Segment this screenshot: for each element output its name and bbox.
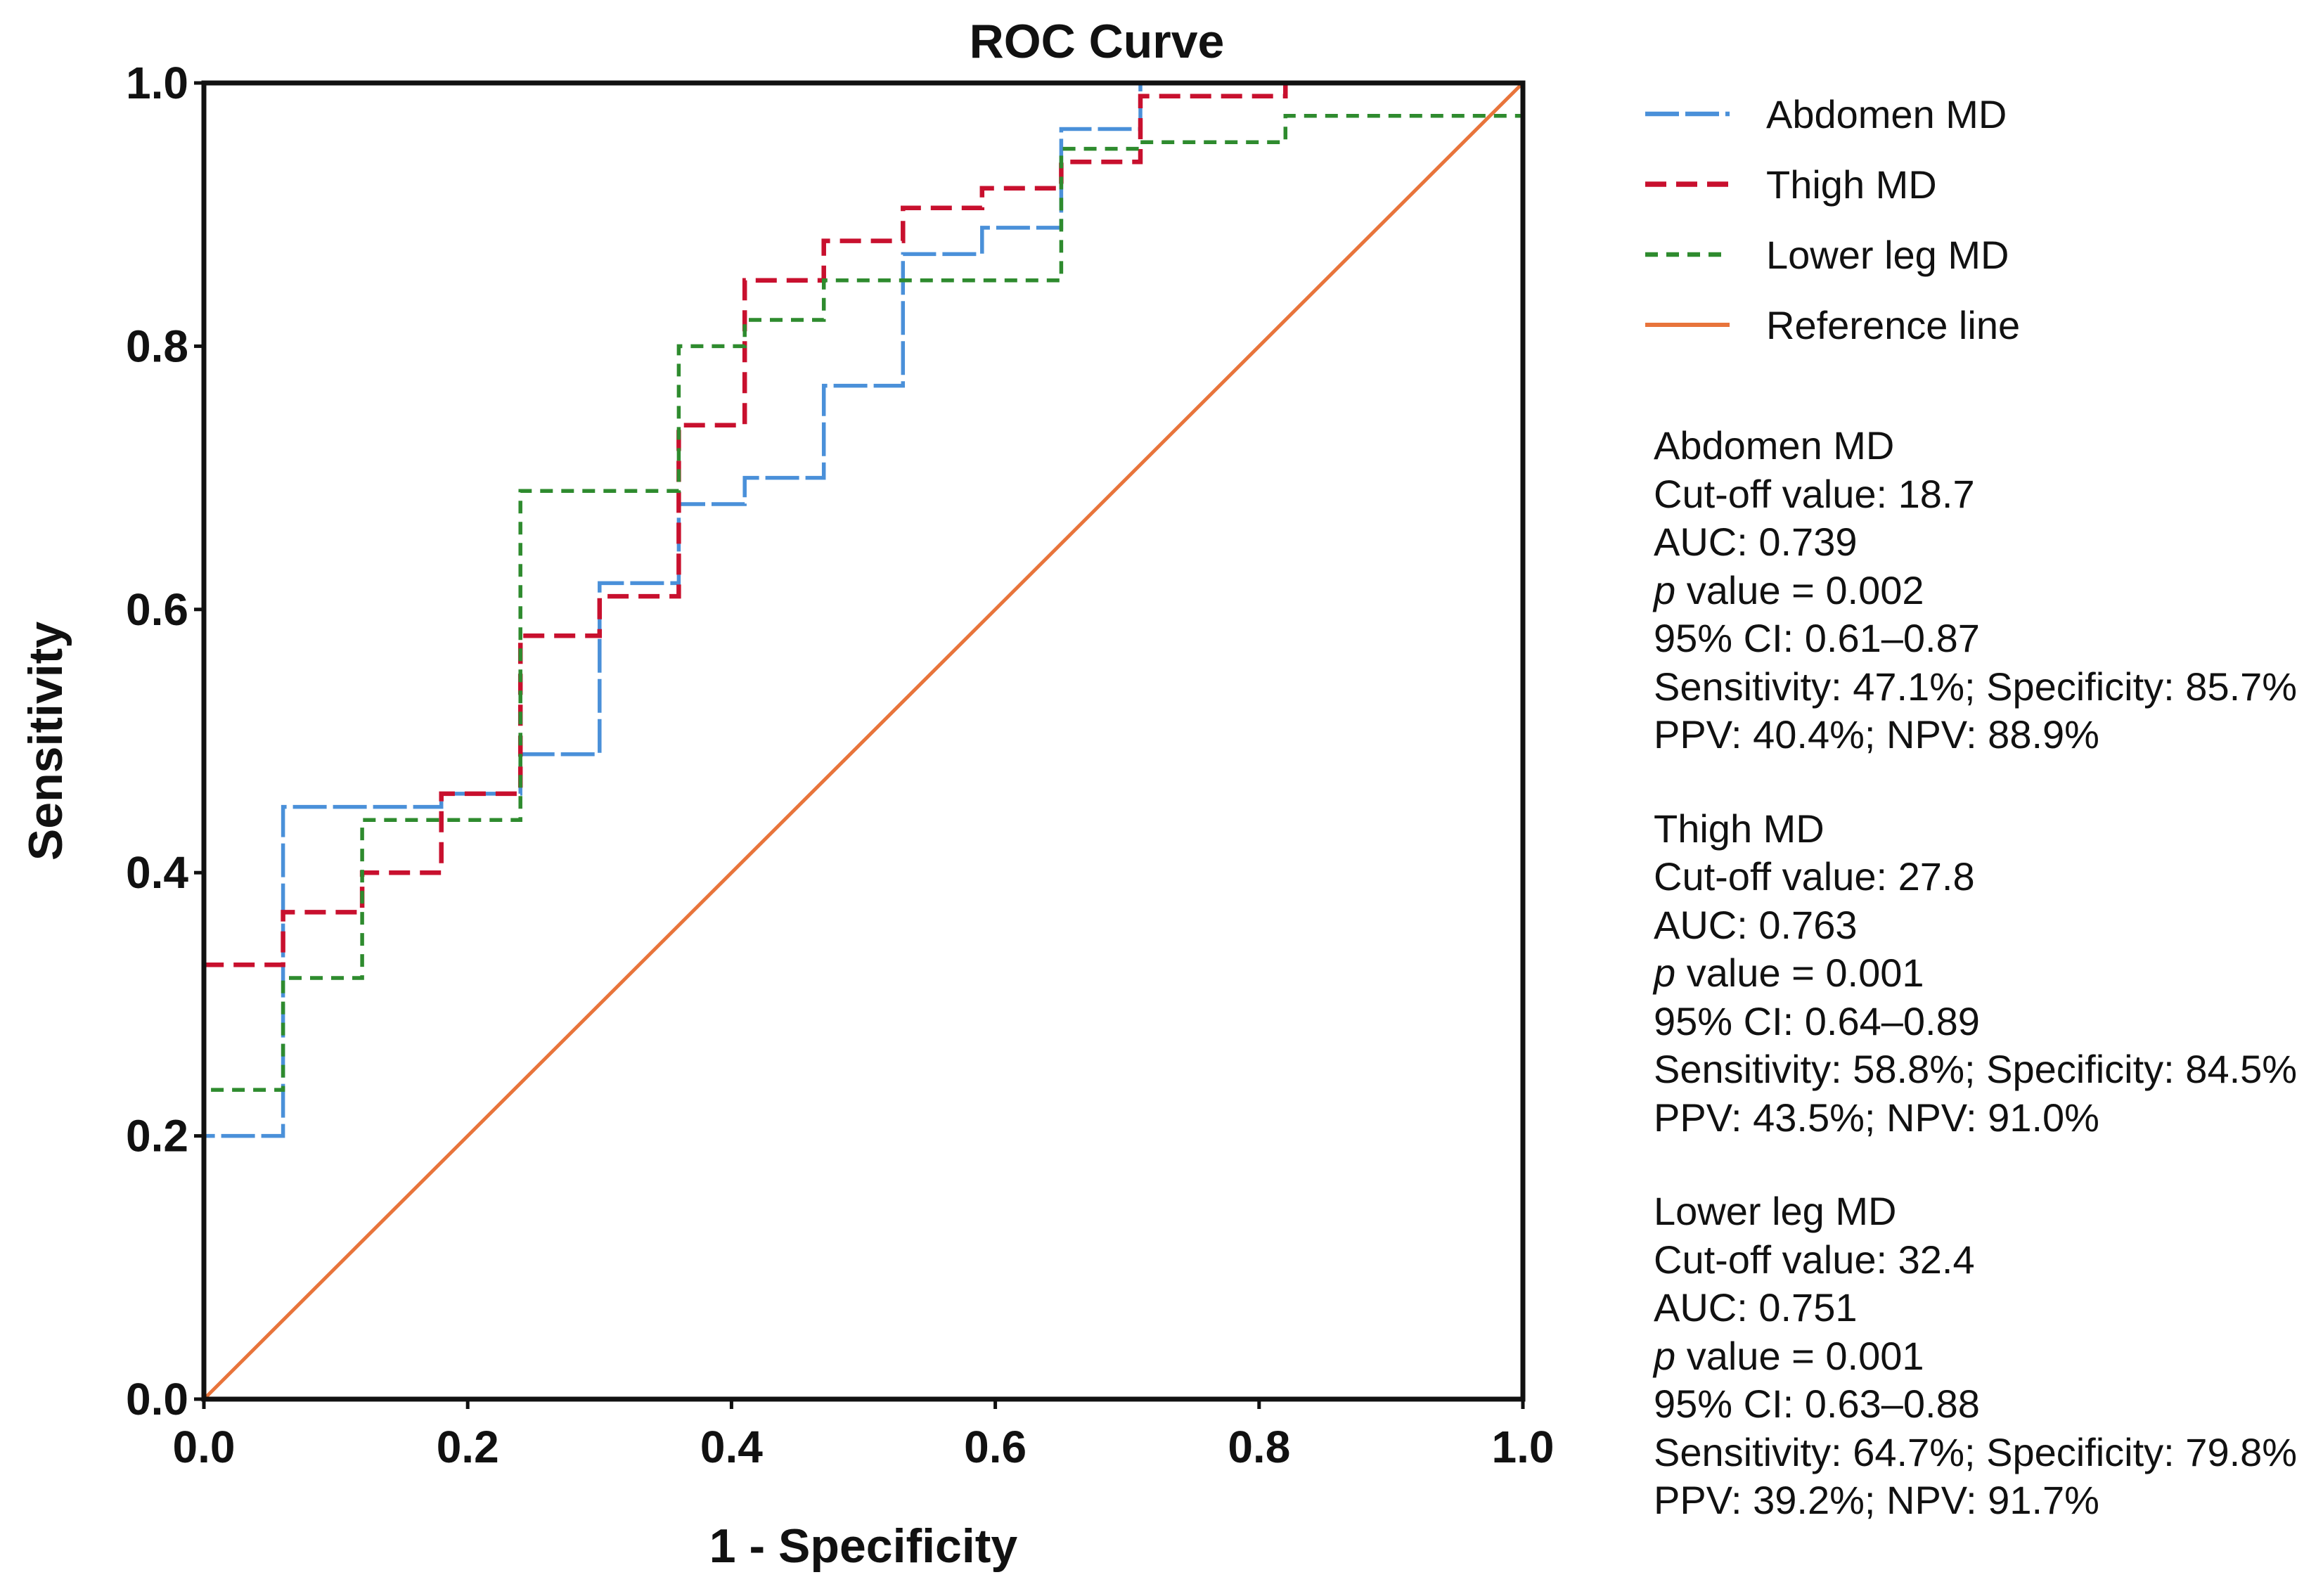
stats-sens-spec: Sensitivity: 58.8%; Specificity: 84.5% bbox=[1654, 1047, 2298, 1091]
x-tick-label: 0.4 bbox=[700, 1422, 763, 1472]
series-line-reference-line bbox=[202, 82, 1524, 1401]
y-tick-label: 0.6 bbox=[126, 584, 188, 635]
stats-auc: AUC: 0.763 bbox=[1654, 902, 1858, 947]
chart-title: ROC Curve bbox=[970, 15, 1225, 68]
plot-frame bbox=[201, 80, 1526, 1402]
y-tick-label: 1.0 bbox=[126, 58, 188, 108]
x-tick-label: 1.0 bbox=[1492, 1422, 1555, 1472]
stats-ppv-npv: PPV: 40.4%; NPV: 88.9% bbox=[1654, 712, 2099, 757]
stats-title: Thigh MD bbox=[1654, 806, 1825, 851]
stats-sens-spec: Sensitivity: 47.1%; Specificity: 85.7% bbox=[1654, 664, 2298, 709]
stats-cutoff: Cut-off value: 18.7 bbox=[1654, 471, 1975, 516]
stats-pvalue: p value = 0.002 bbox=[1654, 567, 2315, 615]
stats-cutoff: Cut-off value: 32.4 bbox=[1654, 1237, 1975, 1282]
y-axis-label: Sensitivity bbox=[19, 622, 72, 861]
stats-ppv-npv: PPV: 43.5%; NPV: 91.0% bbox=[1654, 1095, 2099, 1140]
stats-ci: 95% CI: 0.61–0.87 bbox=[1654, 616, 1980, 660]
stats-auc: AUC: 0.739 bbox=[1654, 520, 1858, 564]
legend-label-reference-line: Reference line bbox=[1766, 303, 2020, 347]
stats-pvalue: p value = 0.001 bbox=[1654, 1332, 2315, 1381]
stats-annotations: Abdomen MD Cut-off value: 18.7 AUC: 0.739 p… bbox=[1654, 422, 2315, 1571]
y-tick-label: 0.8 bbox=[126, 321, 188, 371]
stats-pvalue: p value = 0.001 bbox=[1654, 949, 2315, 998]
stats-block-thigh-md: Thigh MD Cut-off value: 27.8 AUC: 0.763 p v… bbox=[1654, 805, 2315, 1143]
axis-layer: 0.0 0.2 0.4 0.6 0.8 1.0 0.0 0.2 0.4 0.6 0.8 1.0 bbox=[126, 58, 1554, 1472]
p-value-text: value = 0.001 bbox=[1675, 1333, 1924, 1378]
y-tick-label: 0.2 bbox=[126, 1111, 188, 1161]
series-layer bbox=[201, 80, 1524, 1401]
legend: Abdomen MD Thigh MD Lower leg MD Reference … bbox=[1645, 92, 2020, 347]
p-value-text: value = 0.001 bbox=[1675, 951, 1924, 995]
p-letter: p bbox=[1654, 951, 1676, 995]
stats-title: Lower leg MD bbox=[1654, 1189, 1897, 1233]
p-letter: p bbox=[1654, 567, 1676, 612]
stats-cutoff: Cut-off value: 27.8 bbox=[1654, 854, 1975, 899]
y-tick-label: 0.4 bbox=[126, 847, 188, 898]
stats-title: Abdomen MD bbox=[1654, 423, 1895, 468]
x-tick-label: 0.6 bbox=[964, 1422, 1027, 1472]
p-value-text: value = 0.002 bbox=[1675, 567, 1924, 612]
x-tick-label: 0.0 bbox=[173, 1422, 236, 1472]
stats-ppv-npv: PPV: 39.2%; NPV: 91.7% bbox=[1654, 1478, 2099, 1522]
legend-label-lower-leg-md: Lower leg MD bbox=[1766, 233, 2009, 277]
p-letter: p bbox=[1654, 1333, 1676, 1378]
stats-auc: AUC: 0.751 bbox=[1654, 1285, 1858, 1330]
x-tick-label: 0.8 bbox=[1228, 1422, 1290, 1472]
stats-block-lower-leg-md: Lower leg MD Cut-off value: 32.4 AUC: 0.75… bbox=[1654, 1188, 2315, 1525]
series-line-thigh-md bbox=[201, 80, 1523, 1399]
x-tick-label: 0.2 bbox=[437, 1422, 499, 1472]
stats-ci: 95% CI: 0.64–0.89 bbox=[1654, 998, 1980, 1043]
y-tick-label: 0.0 bbox=[126, 1374, 188, 1424]
legend-label-abdomen-md: Abdomen MD bbox=[1766, 92, 2007, 136]
stats-ci: 95% CI: 0.63–0.88 bbox=[1654, 1382, 1980, 1426]
series-line-lower-leg-md bbox=[202, 114, 1523, 1399]
stats-sens-spec: Sensitivity: 64.7%; Specificity: 79.8% bbox=[1654, 1429, 2298, 1474]
legend-label-thigh-md: Thigh MD bbox=[1766, 162, 1937, 207]
x-axis-label: 1 - Specificity bbox=[709, 1519, 1018, 1573]
stats-block-abdomen-md: Abdomen MD Cut-off value: 18.7 AUC: 0.739 p… bbox=[1654, 422, 2315, 759]
